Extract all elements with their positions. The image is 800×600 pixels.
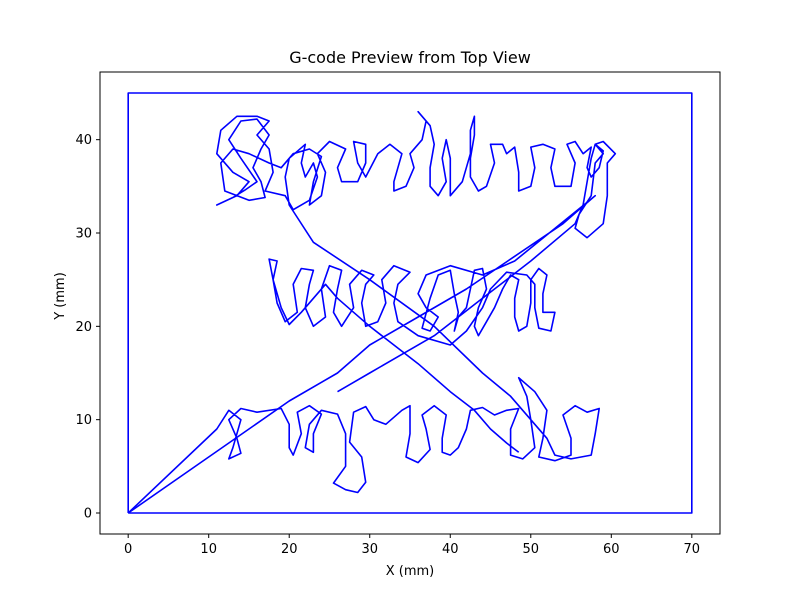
- chart-title: G-code Preview from Top View: [289, 48, 531, 67]
- x-axis-label: X (mm): [386, 564, 435, 579]
- plot-area: [127, 92, 693, 514]
- toolpath-line-2: [127, 110, 617, 514]
- y-tick-label: 30: [75, 227, 92, 242]
- y-tick-label: 40: [75, 133, 92, 148]
- plot-frame: [99, 71, 721, 535]
- x-tick-label: 0: [124, 542, 132, 557]
- x-tick-label: 30: [361, 542, 378, 557]
- x-tick-label: 20: [281, 542, 298, 557]
- x-axis: 0 10 20 30 40 50 60 70: [124, 534, 700, 557]
- y-tick-label: 20: [75, 320, 92, 335]
- toolpath-line-1: [127, 92, 693, 514]
- x-tick-label: 40: [442, 542, 459, 557]
- y-axis-label: Y (mm): [53, 272, 68, 321]
- x-tick-label: 50: [523, 542, 540, 557]
- x-tick-label: 70: [684, 542, 701, 557]
- y-tick-label: 10: [75, 413, 92, 428]
- toolpath-line-3: [127, 194, 597, 514]
- x-tick-label: 60: [603, 542, 620, 557]
- x-tick-label: 10: [200, 542, 217, 557]
- y-tick-label: 0: [84, 507, 92, 522]
- y-axis: 0 10 20 30 40: [75, 133, 100, 522]
